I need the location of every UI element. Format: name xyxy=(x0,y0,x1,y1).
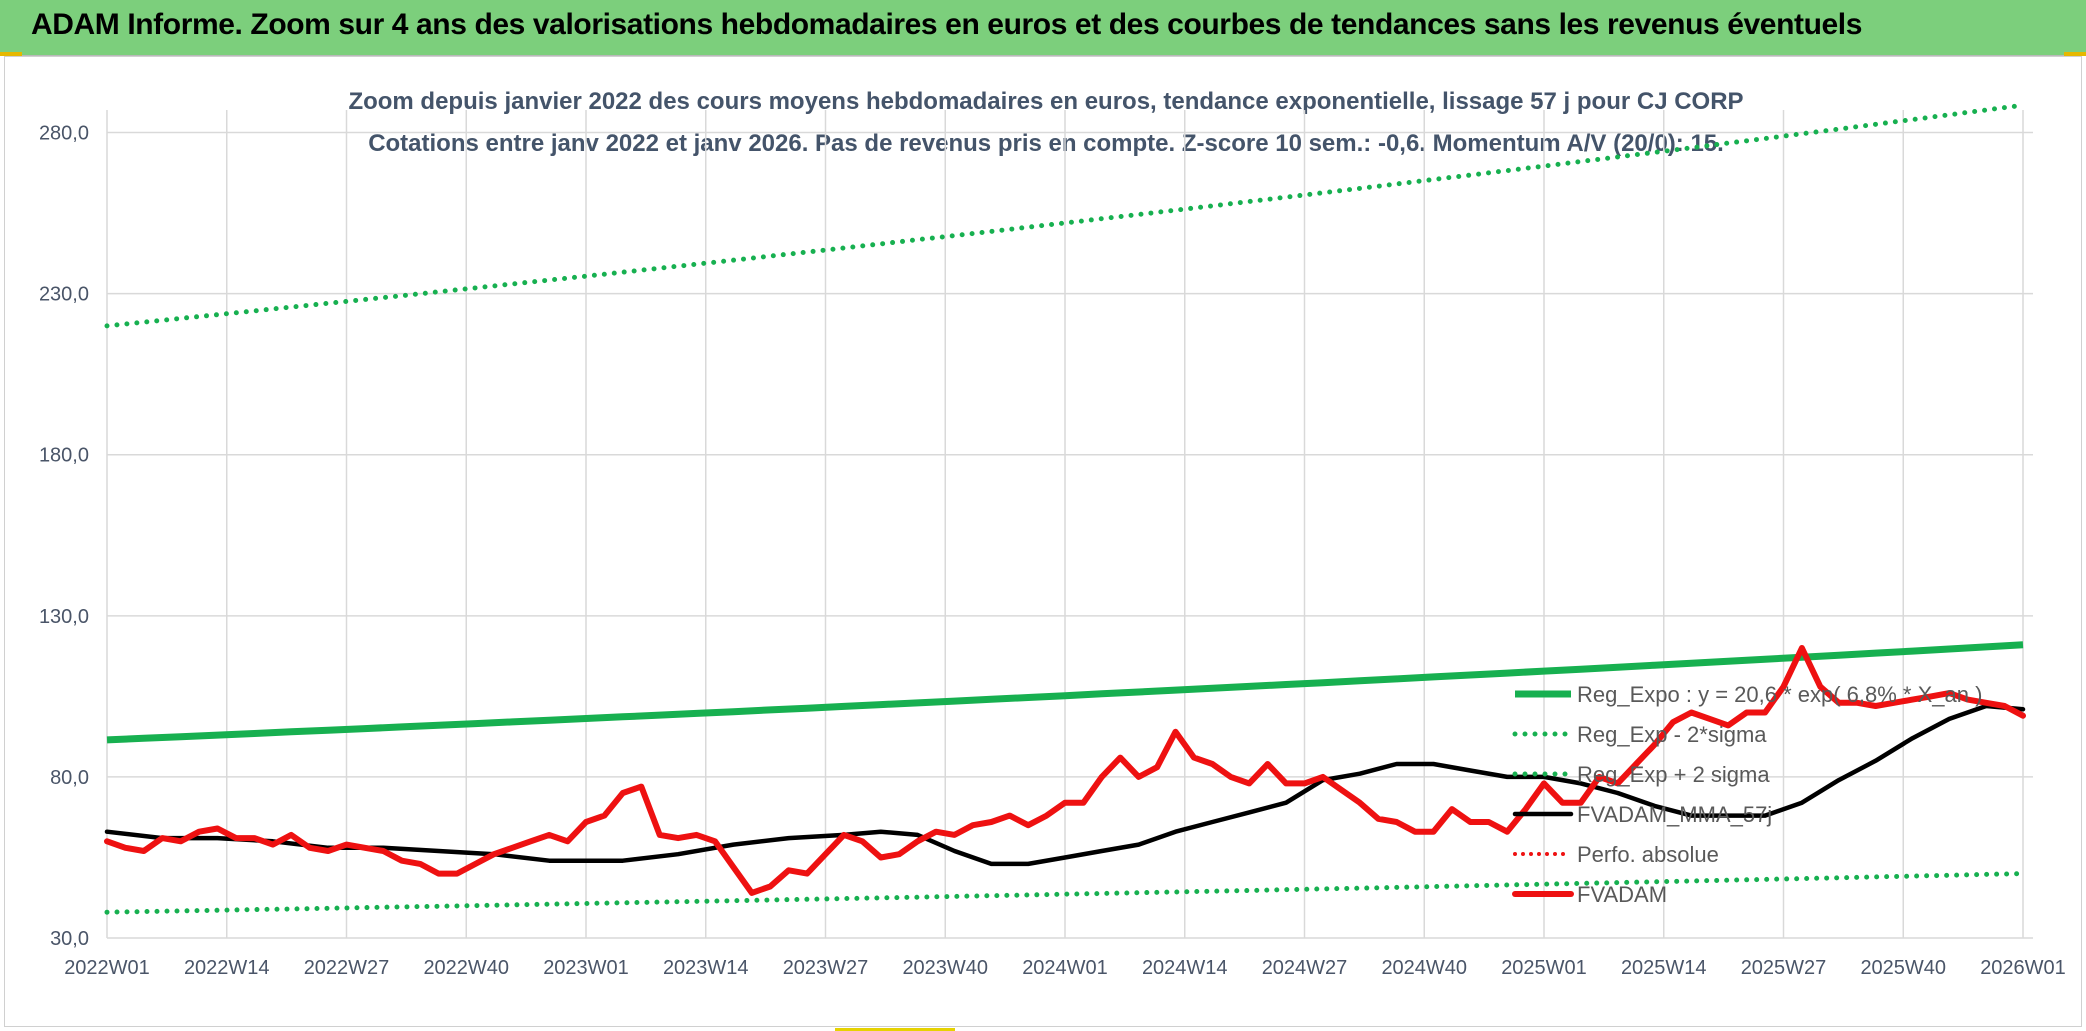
series-line-2 xyxy=(104,102,2026,329)
x-tick-label: 2022W01 xyxy=(64,957,150,979)
x-tick-label: 2024W01 xyxy=(1022,957,1108,979)
x-tick-label: 2025W14 xyxy=(1621,957,1707,979)
y-tick-label: 180,0 xyxy=(39,445,89,467)
x-tick-label: 2026W01 xyxy=(1980,957,2066,979)
x-tick-label: 2025W27 xyxy=(1741,957,1827,979)
title-banner: ADAM Informe. Zoom sur 4 ans des valoris… xyxy=(0,0,2086,56)
x-tick-label: 2022W14 xyxy=(184,957,270,979)
bottom-accent xyxy=(835,1028,955,1031)
y-tick-label: 280,0 xyxy=(39,123,89,145)
legend-label: Perfo. absolue xyxy=(1577,842,1719,867)
series-line-1 xyxy=(104,871,2026,915)
x-tick-label: 2023W14 xyxy=(663,957,749,979)
x-tick-label: 2022W40 xyxy=(423,957,509,979)
banner-right-accent xyxy=(2064,52,2086,56)
x-tick-label: 2024W14 xyxy=(1142,957,1228,979)
chart-frame xyxy=(4,56,2082,1027)
x-tick-label: 2024W40 xyxy=(1381,957,1467,979)
x-tick-label: 2025W40 xyxy=(1860,957,1946,979)
x-tick-label: 2025W01 xyxy=(1501,957,1587,979)
y-tick-label: 80,0 xyxy=(50,767,89,789)
x-tick-label: 2023W40 xyxy=(902,957,988,979)
y-tick-label: 130,0 xyxy=(39,606,89,628)
banner-left-accent xyxy=(0,52,22,56)
x-tick-label: 2022W27 xyxy=(304,957,390,979)
legend-label: Reg_Exp + 2 sigma xyxy=(1577,762,1770,787)
x-tick-label: 2023W27 xyxy=(783,957,869,979)
legend-label: Reg_Exp - 2*sigma xyxy=(1577,722,1767,747)
legend-label: FVADAM xyxy=(1577,882,1667,907)
series-line-3 xyxy=(104,703,2026,867)
report-title: ADAM Informe. Zoom sur 4 ans des valoris… xyxy=(31,8,1863,41)
y-tick-label: 230,0 xyxy=(39,284,89,306)
legend-label: FVADAM_MMA_57j xyxy=(1577,802,1772,827)
legend-label: Reg_Expo : y = 20,6 * exp( 6,8% * X_an ) xyxy=(1577,682,1982,707)
y-tick-label: 30,0 xyxy=(50,928,89,950)
chart-title-line-1: Zoom depuis janvier 2022 des cours moyen… xyxy=(348,88,1743,115)
series-line-0 xyxy=(106,641,2024,744)
series-line-5 xyxy=(104,645,2026,896)
x-tick-label: 2024W27 xyxy=(1262,957,1348,979)
x-tick-label: 2023W01 xyxy=(543,957,629,979)
chart-title-line-2: Cotations entre janv 2022 et janv 2026. … xyxy=(368,130,1724,157)
